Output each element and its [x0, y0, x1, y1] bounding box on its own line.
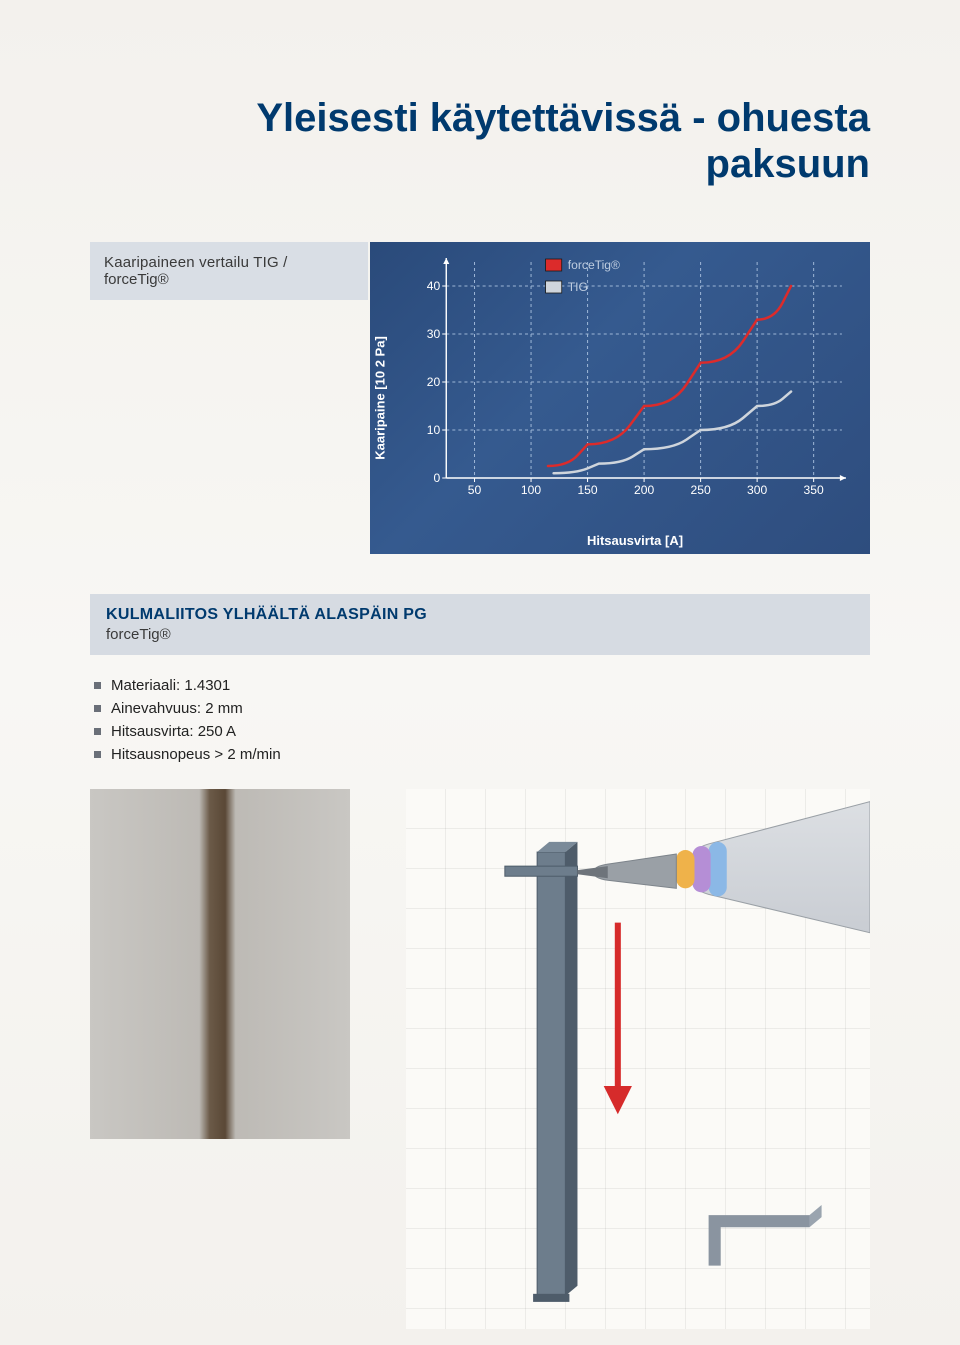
svg-text:150: 150 [577, 483, 597, 497]
svg-text:0: 0 [433, 471, 440, 485]
chart-xlabel: Hitsausvirta [A] [418, 533, 852, 548]
detail-text: Ainevahvuus: 2 mm [111, 700, 243, 717]
svg-text:30: 30 [427, 327, 441, 341]
chart-caption-line1: Kaaripaineen vertailu TIG / [104, 254, 354, 271]
section-header: KULMALIITOS YLHÄÄLTÄ ALASPÄIN PG forceTi… [90, 594, 870, 655]
weld-diagram [406, 789, 870, 1329]
title-line1: Yleisesti käytettävissä - ohuesta [256, 96, 870, 140]
weld-photo-placeholder [90, 789, 350, 1139]
svg-text:40: 40 [427, 279, 441, 293]
chart-ylabel: Kaaripaine [10 2 Pa] [373, 336, 388, 460]
bullet-icon [94, 682, 101, 689]
svg-text:250: 250 [691, 483, 711, 497]
details-list: Materiaali: 1.4301 Ainevahvuus: 2 mm Hitsa… [90, 677, 870, 763]
svg-text:10: 10 [427, 423, 441, 437]
page: Yleisesti käytettävissä - ohuesta paksuu… [0, 0, 960, 1345]
section-subtitle: forceTig® [106, 626, 854, 643]
chart-caption-line2: forceTig® [104, 271, 354, 288]
title-line2: paksuun [706, 142, 870, 186]
chart-svg: 50 100 150 200 250 300 350 0 10 20 30 40 forceTig® TI… [418, 256, 852, 506]
detail-text: Materiaali: 1.4301 [111, 677, 230, 694]
diagram-svg [406, 789, 870, 1329]
chart-caption: Kaaripaineen vertailu TIG / forceTig® [90, 242, 370, 300]
svg-text:TIG: TIG [568, 280, 588, 294]
svg-text:forceTig®: forceTig® [568, 258, 620, 272]
svg-text:350: 350 [804, 483, 824, 497]
section-title: KULMALIITOS YLHÄÄLTÄ ALASPÄIN PG [106, 606, 854, 624]
detail-item: Hitsausnopeus > 2 m/min [94, 746, 870, 763]
bullet-icon [94, 728, 101, 735]
bullet-icon [94, 751, 101, 758]
svg-text:50: 50 [468, 483, 482, 497]
detail-item: Ainevahvuus: 2 mm [94, 700, 870, 717]
detail-item: Materiaali: 1.4301 [94, 677, 870, 694]
svg-text:20: 20 [427, 375, 441, 389]
page-title: Yleisesti käytettävissä - ohuesta paksuu… [90, 95, 870, 187]
detail-item: Hitsausvirta: 250 A [94, 723, 870, 740]
chart-area: Kaaripaine [10 2 Pa] 5010015020025030035… [370, 242, 870, 554]
detail-text: Hitsausvirta: 250 A [111, 723, 236, 740]
bullet-icon [94, 705, 101, 712]
svg-text:300: 300 [747, 483, 767, 497]
lower-row [90, 789, 870, 1329]
svg-text:100: 100 [521, 483, 541, 497]
detail-text: Hitsausnopeus > 2 m/min [111, 746, 281, 763]
chart-row: Kaaripaineen vertailu TIG / forceTig® Ka… [90, 242, 870, 554]
chart-plot: 50 100 150 200 250 300 350 0 10 20 30 40 forceTig® TI… [418, 256, 852, 506]
svg-text:200: 200 [634, 483, 654, 497]
